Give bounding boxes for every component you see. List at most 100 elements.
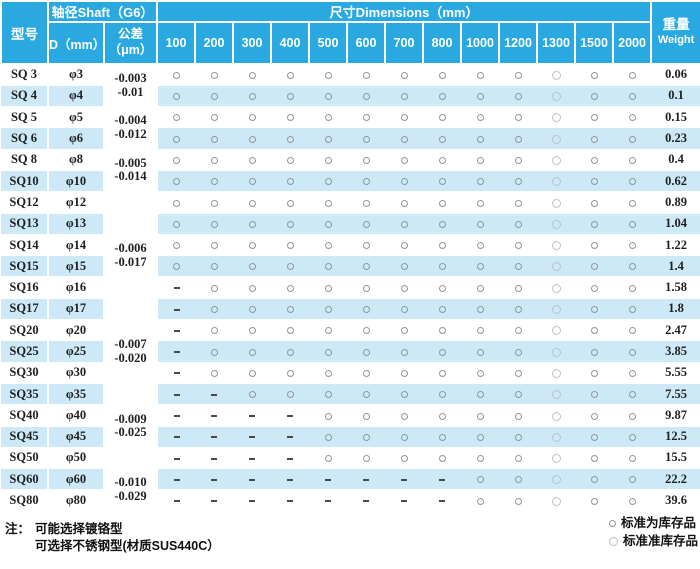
dimension-cell: [461, 64, 499, 86]
stock-circle-icon: [248, 242, 256, 250]
dimension-cell: [613, 127, 652, 150]
model-cell: SQ50: [1, 447, 49, 470]
semi-stock-circle-icon: [551, 134, 561, 144]
diameter-cell: φ10: [48, 170, 105, 193]
header-row-2: D（mm） 公差 （μm） 100 200 300 400 500 600 700 800 10…: [1, 21, 700, 65]
dimension-cell: [385, 106, 423, 129]
dimension-cell: [461, 362, 499, 384]
tolerance-value: -0.025: [114, 425, 147, 440]
semi-stock-circle-icon: [551, 71, 561, 81]
dimension-cell: [157, 489, 195, 512]
dimension-cell: [575, 362, 613, 384]
stock-circle-icon: [628, 114, 636, 122]
stock-circle-icon: [628, 135, 636, 143]
dimension-cell: [499, 170, 537, 193]
dimension-cell: [233, 489, 271, 512]
dimension-cell: [613, 106, 652, 129]
dimension-cell: [575, 85, 613, 108]
dimension-cell: [233, 234, 271, 257]
stock-circle-icon: [362, 433, 370, 441]
stock-circle-icon: [514, 135, 522, 143]
stock-circle-icon: [438, 391, 446, 399]
dimension-cell: [461, 191, 499, 214]
model-cell: SQ35: [1, 383, 49, 406]
dimension-cell: [575, 447, 613, 470]
dimension-cell: [347, 255, 385, 278]
semi-stock-circle-icon: [551, 326, 561, 336]
dimension-cell: [423, 276, 461, 299]
stock-circle-icon: [173, 135, 180, 143]
dimension-cell: [461, 468, 499, 491]
stock-circle-icon: [590, 327, 598, 335]
model-cell: SQ80: [1, 489, 49, 512]
stock-circle-icon: [590, 72, 598, 80]
diameter-cell: φ6: [48, 127, 105, 150]
weight-cell: 1.8: [651, 298, 700, 321]
dimension-cell: [195, 468, 233, 491]
dimension-cell: [385, 468, 423, 491]
stock-circle-icon: [514, 497, 522, 505]
stock-circle-icon: [362, 455, 370, 463]
stock-circle-icon: [248, 327, 256, 335]
stock-circle-icon: [324, 263, 332, 271]
unavailable-dash: [173, 500, 180, 503]
dimension-cell: [233, 213, 271, 235]
dimension-cell: [461, 127, 499, 150]
dimension-cell: [309, 149, 347, 171]
stock-circle-icon: [362, 263, 370, 271]
tolerance-cell: -0.003 -0.01: [104, 64, 158, 108]
dimension-cell: [347, 191, 385, 214]
dimension-cell: [575, 404, 613, 427]
dimension-cell: [461, 255, 499, 278]
stock-circle-icon: [476, 306, 484, 314]
stock-circle-icon: [514, 199, 522, 207]
stock-circle-icon: [324, 114, 332, 122]
dimension-cell: [613, 340, 652, 363]
header-row-1: 型号 轴径Shaft（G6） 尺寸Dimensions（mm） 重量 Weigh…: [0, 0, 700, 65]
dimension-cell: [461, 447, 499, 470]
dimension-cell: [613, 234, 652, 257]
table-row-SQ35: SQ35 φ35 -0.009 -0.025 7.55: [1, 383, 700, 470]
semi-stock-circle-icon: [551, 155, 561, 165]
stock-circle-icon: [173, 242, 180, 250]
dimension-cell: [347, 298, 385, 321]
weight-cell: 0.4: [651, 149, 700, 171]
dimension-cell: [157, 255, 195, 278]
model-cell: SQ40: [1, 404, 49, 427]
dimension-cell: [157, 404, 195, 427]
stock-circle-icon: [248, 284, 256, 292]
dimension-cell: [347, 426, 385, 448]
dimension-cell: [157, 127, 195, 150]
stock-circle-icon: [438, 135, 446, 143]
dimension-cell: [499, 234, 537, 257]
stock-circle-icon: [362, 156, 370, 164]
dimension-cell: [233, 106, 271, 129]
unavailable-dash: [173, 308, 180, 311]
dimension-cell: [461, 426, 499, 448]
semi-stock-circle-icon: [608, 536, 618, 546]
model-cell: SQ 8: [1, 149, 49, 171]
weight-cell: 39.6: [651, 489, 700, 512]
dimension-cell: [575, 319, 613, 342]
dimension-cell: [309, 234, 347, 257]
stock-circle-icon: [438, 242, 446, 250]
stock-circle-icon: [324, 348, 332, 356]
stock-circle-icon: [400, 72, 408, 80]
stock-circle-icon: [590, 135, 598, 143]
stock-circle-icon: [362, 391, 370, 399]
dimension-cell: [423, 106, 461, 129]
dimension-cell: [347, 489, 385, 512]
dim-column-header-1500: 1500: [574, 21, 614, 65]
dimension-cell: [271, 426, 309, 448]
dimension-cell: [575, 149, 613, 171]
dimension-cell: [233, 340, 271, 363]
dimension-cell: [537, 85, 575, 108]
unavailable-dash: [401, 500, 407, 503]
stock-circle-icon: [324, 412, 332, 420]
model-cell: SQ10: [1, 170, 49, 193]
dimension-cell: [233, 276, 271, 299]
dimension-cell: [423, 85, 461, 108]
weight-cell: 0.23: [651, 127, 700, 150]
tolerance-cell: -0.005 -0.014: [104, 149, 158, 193]
stock-circle-icon: [248, 220, 256, 228]
